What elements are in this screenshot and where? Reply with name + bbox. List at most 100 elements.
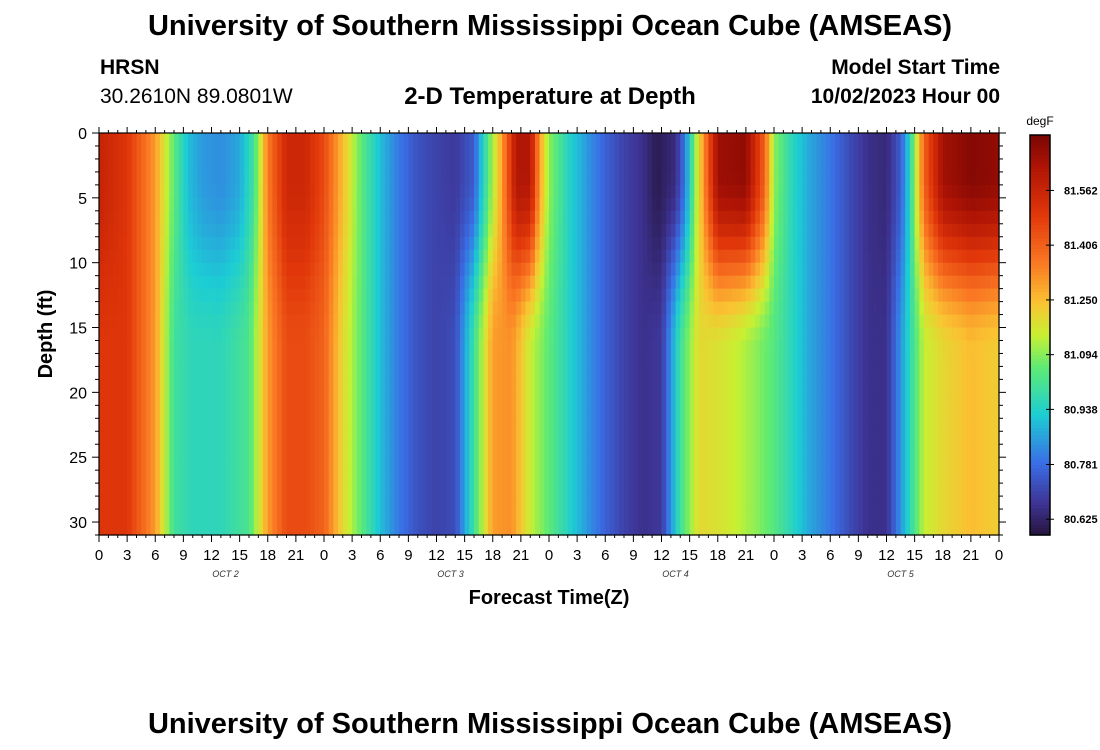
- heatmap-cell: [544, 470, 550, 484]
- heatmap-cell: [174, 210, 180, 225]
- heatmap-cell: [291, 158, 297, 173]
- heatmap-cell: [375, 249, 381, 264]
- heatmap-cell: [689, 418, 695, 432]
- heatmap-cell: [652, 184, 658, 199]
- heatmap-cell: [197, 145, 203, 160]
- heatmap-cell: [459, 327, 466, 342]
- heatmap-cell: [764, 314, 770, 329]
- heatmap-cell: [488, 496, 494, 510]
- heatmap-cell: [769, 171, 775, 186]
- heatmap-cell: [249, 444, 255, 458]
- heatmap-cell: [567, 366, 574, 380]
- heatmap-cell: [127, 275, 133, 290]
- heatmap-cell: [830, 405, 836, 419]
- heatmap-cell: [455, 327, 461, 342]
- heatmap-cell: [563, 444, 569, 458]
- heatmap-cell: [708, 392, 714, 406]
- heatmap-cell: [244, 327, 250, 342]
- heatmap-cell: [234, 275, 241, 290]
- heatmap-cell: [764, 133, 770, 147]
- heatmap-cell: [145, 483, 152, 497]
- heatmap-cell: [328, 340, 334, 355]
- heatmap-cell: [825, 509, 831, 523]
- heatmap-cell: [220, 509, 227, 523]
- heatmap-cell: [619, 275, 625, 290]
- heatmap-cell: [567, 301, 574, 316]
- heatmap-cell: [305, 392, 311, 406]
- heatmap-cell: [394, 457, 400, 471]
- heatmap-cell: [511, 236, 517, 251]
- heatmap-cell: [159, 366, 166, 380]
- heatmap-cell: [230, 327, 236, 342]
- heatmap-cell: [342, 301, 349, 316]
- heatmap-cell: [347, 327, 353, 342]
- heatmap-cell: [834, 301, 841, 316]
- heatmap-cell: [567, 483, 574, 497]
- heatmap-cell: [305, 418, 311, 432]
- heatmap-cell: [291, 353, 297, 368]
- heatmap-cell: [731, 366, 738, 380]
- heatmap-cell: [384, 236, 391, 251]
- heatmap-cell: [759, 405, 766, 419]
- heatmap-cell: [455, 405, 461, 419]
- heatmap-cell: [399, 496, 405, 510]
- heatmap-cell: [703, 444, 709, 458]
- heatmap-cell: [736, 197, 742, 212]
- heatmap-cell: [277, 470, 283, 484]
- heatmap-cell: [328, 275, 334, 290]
- heatmap-cell: [464, 223, 470, 238]
- heatmap-cell: [577, 379, 583, 393]
- heatmap-cell: [680, 158, 686, 173]
- heatmap-cell: [131, 483, 138, 497]
- heatmap-cell: [605, 314, 611, 329]
- heatmap-cell: [211, 509, 217, 523]
- heatmap-cell: [399, 405, 405, 419]
- heatmap-cell: [230, 483, 236, 497]
- heatmap-cell: [249, 262, 255, 277]
- heatmap-cell: [272, 249, 278, 264]
- heatmap-cell: [136, 288, 142, 303]
- heatmap-cell: [661, 197, 667, 212]
- heatmap-cell: [506, 366, 513, 380]
- heatmap-cell: [802, 184, 808, 199]
- heatmap-cell: [436, 522, 442, 536]
- heatmap-cell: [581, 457, 588, 471]
- heatmap-cell: [713, 379, 719, 393]
- heatmap-cell: [506, 275, 513, 290]
- heatmap-cell: [422, 145, 428, 160]
- heatmap-cell: [722, 210, 728, 225]
- heatmap-cell: [699, 379, 705, 393]
- heatmap-cell: [849, 431, 855, 445]
- heatmap-cell: [511, 301, 517, 316]
- heatmap-cell: [272, 366, 278, 380]
- heatmap-cell: [384, 158, 391, 173]
- heatmap-cell: [211, 133, 217, 147]
- heatmap-cell: [305, 509, 311, 523]
- heatmap-cell: [497, 288, 503, 303]
- heatmap-cell: [370, 288, 377, 303]
- heatmap-cell: [759, 457, 766, 471]
- heatmap-cell: [464, 158, 470, 173]
- heatmap-cell: [802, 301, 808, 316]
- heatmap-cell: [347, 158, 353, 173]
- heatmap-cell: [699, 145, 705, 160]
- heatmap-cell: [750, 314, 756, 329]
- heatmap-cell: [417, 470, 424, 484]
- heatmap-cell: [469, 301, 475, 316]
- heatmap-cell: [206, 288, 213, 303]
- heatmap-cell: [581, 327, 588, 342]
- heatmap-cell: [764, 262, 770, 277]
- heatmap-cell: [525, 509, 531, 523]
- heatmap-cell: [825, 366, 831, 380]
- heatmap-cell: [234, 223, 241, 238]
- heatmap-cell: [314, 133, 320, 147]
- heatmap-cell: [605, 133, 611, 147]
- heatmap-cell: [174, 223, 180, 238]
- heatmap-cell: [99, 457, 105, 471]
- heatmap-cell: [661, 418, 667, 432]
- heatmap-cell: [361, 470, 367, 484]
- heatmap-cell: [600, 457, 606, 471]
- heatmap-cell: [431, 457, 438, 471]
- heatmap-cell: [206, 340, 213, 355]
- heatmap-cell: [192, 197, 199, 212]
